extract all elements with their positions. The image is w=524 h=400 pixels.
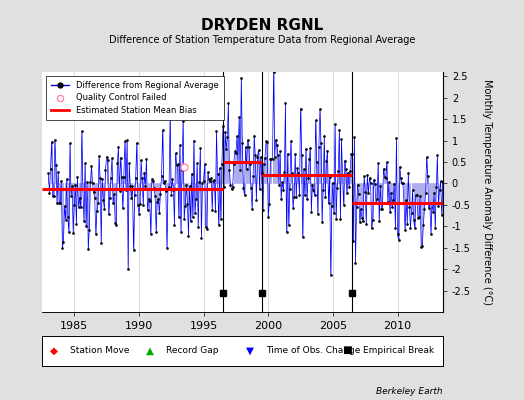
Y-axis label: Monthly Temperature Anomaly Difference (°C): Monthly Temperature Anomaly Difference (…	[482, 79, 492, 305]
Text: Time of Obs. Change: Time of Obs. Change	[266, 346, 361, 355]
Text: ■: ■	[342, 345, 352, 355]
Text: DRYDEN RGNL: DRYDEN RGNL	[201, 18, 323, 34]
Text: ◆: ◆	[50, 345, 58, 355]
Text: Berkeley Earth: Berkeley Earth	[376, 387, 443, 396]
Text: Difference of Station Temperature Data from Regional Average: Difference of Station Temperature Data f…	[109, 35, 415, 45]
Text: Station Move: Station Move	[70, 346, 129, 355]
Legend: Difference from Regional Average, Quality Control Failed, Estimated Station Mean: Difference from Regional Average, Qualit…	[46, 76, 224, 120]
Text: ▲: ▲	[146, 345, 154, 355]
Text: ▼: ▼	[246, 345, 254, 355]
Text: Record Gap: Record Gap	[166, 346, 219, 355]
Text: Empirical Break: Empirical Break	[363, 346, 434, 355]
